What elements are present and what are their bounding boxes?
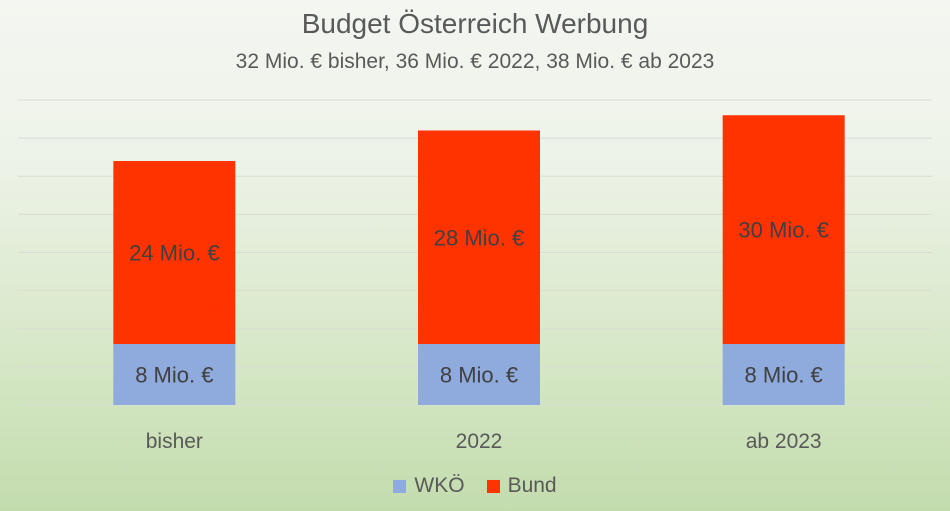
data-label: 28 Mio. € (434, 225, 525, 250)
x-tick-label: 2022 (456, 430, 503, 453)
data-label: 8 Mio. € (135, 363, 213, 388)
bar-wk-2 (722, 344, 845, 405)
x-tick-label: bisher (146, 430, 203, 453)
chart-title: Budget Österreich Werbung (301, 8, 649, 39)
data-label: 8 Mio. € (745, 363, 823, 388)
legend-item-bund: Bund (486, 474, 557, 498)
x-tick-label: ab 2023 (746, 430, 822, 453)
legend-label-bund: Bund (507, 474, 557, 497)
data-label: 30 Mio. € (738, 218, 829, 243)
bar-wk-0 (113, 344, 236, 405)
chart-subtitle: 32 Mio. € bisher, 36 Mio. € 2022, 38 Mio… (235, 50, 715, 73)
bar-bund-0 (113, 161, 236, 344)
data-label: 24 Mio. € (129, 241, 220, 266)
legend-swatch-wko (393, 479, 407, 493)
data-label: 8 Mio. € (440, 363, 518, 388)
bar-wk-1 (418, 344, 540, 405)
bar-bund-1 (418, 130, 540, 344)
legend-item-wko: WKÖ (393, 474, 465, 498)
legend-swatch-bund (486, 479, 500, 493)
legend-label-wko: WKÖ (414, 474, 465, 497)
bar-bund-2 (722, 115, 845, 344)
legend: WKÖ Bund (0, 474, 950, 498)
